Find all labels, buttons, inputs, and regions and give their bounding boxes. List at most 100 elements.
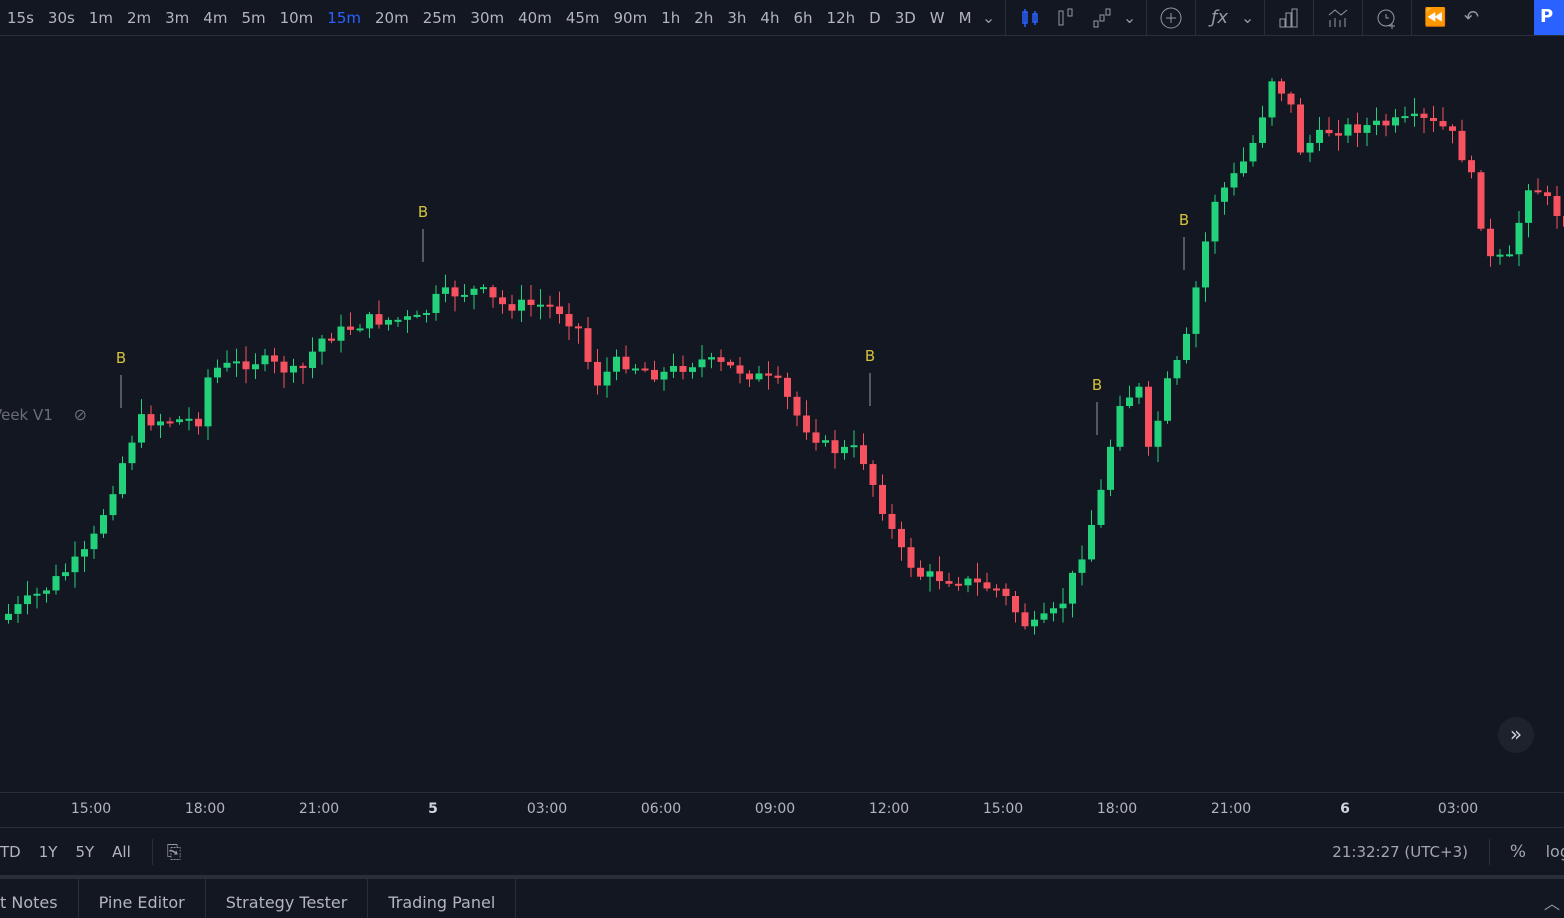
time-label: 06:00 bbox=[640, 801, 682, 817]
heikin-ashi-icon[interactable] bbox=[1084, 0, 1120, 36]
candle-body bbox=[1363, 125, 1371, 133]
chevron-down-icon[interactable]: ⌄ bbox=[981, 8, 996, 27]
interval-10m[interactable]: 10m bbox=[279, 8, 314, 27]
candle bbox=[432, 285, 440, 321]
candle bbox=[774, 366, 782, 384]
replay-icon[interactable]: ⏪ bbox=[1424, 7, 1447, 28]
tab-strategy-tester[interactable]: Strategy Tester bbox=[206, 879, 369, 918]
alert-icon[interactable] bbox=[1369, 0, 1405, 36]
interval-4h[interactable]: 4h bbox=[760, 8, 780, 27]
divider bbox=[1145, 0, 1147, 36]
candle-body bbox=[1325, 129, 1333, 134]
interval-2m[interactable]: 2m bbox=[126, 8, 152, 27]
chevron-up-icon[interactable]: ︿ bbox=[1543, 894, 1560, 913]
candle bbox=[907, 537, 915, 578]
interval-5m[interactable]: 5m bbox=[241, 8, 266, 27]
price-chart[interactable]: B B B B B bbox=[0, 37, 1564, 792]
interval-M[interactable]: M bbox=[958, 8, 972, 27]
time-axis[interactable]: 15:00 18:00 21:00 5 03:00 06:00 09:00 12:00 15:0… bbox=[0, 792, 1564, 828]
chevron-down-icon[interactable]: ⌄ bbox=[1240, 8, 1255, 27]
interval-40m[interactable]: 40m bbox=[518, 8, 552, 27]
eye-off-icon[interactable]: ⊘ bbox=[73, 405, 88, 424]
interval-6h[interactable]: 6h bbox=[793, 8, 813, 27]
candle bbox=[594, 348, 601, 395]
candle-body bbox=[508, 304, 516, 311]
tab-t-notes[interactable]: t Notes bbox=[0, 879, 79, 918]
clock[interactable]: 21:32:27 (UTC+3) bbox=[1332, 843, 1468, 861]
range-td[interactable]: TD bbox=[0, 843, 21, 861]
candles-icon[interactable] bbox=[1012, 0, 1048, 36]
date-range-icon[interactable]: ⎘ bbox=[166, 841, 182, 863]
divider bbox=[151, 839, 153, 865]
interval-30m[interactable]: 30m bbox=[470, 8, 505, 27]
interval-3m[interactable]: 3m bbox=[165, 8, 190, 27]
log-toggle[interactable]: log bbox=[1545, 842, 1564, 861]
candle bbox=[62, 563, 69, 581]
range-buttons: TD 1Y 5Y All bbox=[0, 843, 140, 861]
interval-3D[interactable]: 3D bbox=[894, 8, 916, 27]
candle bbox=[1544, 185, 1551, 206]
interval-30s[interactable]: 30s bbox=[47, 8, 75, 27]
templates-icon[interactable] bbox=[1320, 0, 1356, 36]
indicators-icon[interactable]: ƒx bbox=[1211, 7, 1229, 28]
candle bbox=[1088, 510, 1095, 562]
interval-20m[interactable]: 20m bbox=[375, 8, 409, 27]
candle-body bbox=[470, 288, 478, 295]
candle-body bbox=[432, 293, 440, 313]
buy-marker: B bbox=[1179, 211, 1189, 229]
candle-body bbox=[71, 556, 79, 573]
financials-icon[interactable] bbox=[1271, 0, 1307, 36]
candle-body bbox=[128, 442, 136, 464]
indicator-legend[interactable]: Veek V1 ⊘ bbox=[0, 405, 87, 424]
candle-body bbox=[1534, 190, 1542, 193]
candle bbox=[679, 355, 687, 380]
candle bbox=[128, 435, 136, 471]
candle bbox=[499, 290, 506, 314]
candle-body bbox=[660, 371, 668, 380]
interval-W[interactable]: W bbox=[929, 8, 945, 27]
candle-body bbox=[746, 373, 753, 380]
percent-toggle[interactable]: % bbox=[1509, 842, 1526, 862]
interval-2h[interactable]: 2h bbox=[694, 8, 714, 27]
interval-1h[interactable]: 1h bbox=[661, 8, 681, 27]
range-1y[interactable]: 1Y bbox=[38, 843, 58, 861]
panel-resize-handle[interactable] bbox=[0, 875, 1564, 879]
candle-body bbox=[993, 588, 1000, 591]
interval-12h[interactable]: 12h bbox=[826, 8, 856, 27]
add-compare-icon[interactable] bbox=[1153, 0, 1189, 36]
candle bbox=[926, 564, 934, 592]
bars-icon[interactable] bbox=[1048, 0, 1084, 36]
chevron-down-icon[interactable]: ⌄ bbox=[1122, 8, 1137, 27]
undo-icon[interactable]: ↶ bbox=[1464, 7, 1480, 28]
indicator-name: Veek V1 bbox=[0, 406, 53, 424]
candle bbox=[1211, 194, 1219, 254]
interval-15m[interactable]: 15m bbox=[327, 8, 361, 27]
candle-body bbox=[1316, 129, 1323, 143]
time-label: 12:00 bbox=[868, 801, 910, 817]
interval-90m[interactable]: 90m bbox=[613, 8, 648, 27]
interval-3h[interactable]: 3h bbox=[727, 8, 747, 27]
time-label: 15:00 bbox=[70, 801, 112, 817]
candle bbox=[81, 540, 88, 572]
interval-4m[interactable]: 4m bbox=[203, 8, 228, 27]
tab-trading-panel[interactable]: Trading Panel bbox=[368, 879, 517, 918]
candle bbox=[299, 362, 307, 384]
candle bbox=[879, 474, 886, 521]
candle bbox=[1515, 211, 1523, 267]
candle bbox=[1420, 108, 1428, 134]
candle bbox=[90, 525, 98, 559]
publish-button[interactable]: P bbox=[1534, 0, 1564, 35]
scroll-to-realtime-button[interactable]: » bbox=[1498, 717, 1534, 753]
range-5y[interactable]: 5Y bbox=[75, 843, 95, 861]
tab-pine-editor[interactable]: Pine Editor bbox=[79, 879, 206, 918]
interval-1m[interactable]: 1m bbox=[88, 8, 113, 27]
candle bbox=[109, 485, 117, 521]
candle-body bbox=[413, 314, 421, 317]
range-all[interactable]: All bbox=[112, 843, 131, 861]
interval-25m[interactable]: 25m bbox=[422, 8, 457, 27]
interval-D[interactable]: D bbox=[869, 8, 881, 27]
candle-body bbox=[375, 314, 383, 325]
candle-body bbox=[1183, 333, 1190, 361]
interval-15s[interactable]: 15s bbox=[7, 8, 34, 27]
interval-45m[interactable]: 45m bbox=[565, 8, 600, 27]
